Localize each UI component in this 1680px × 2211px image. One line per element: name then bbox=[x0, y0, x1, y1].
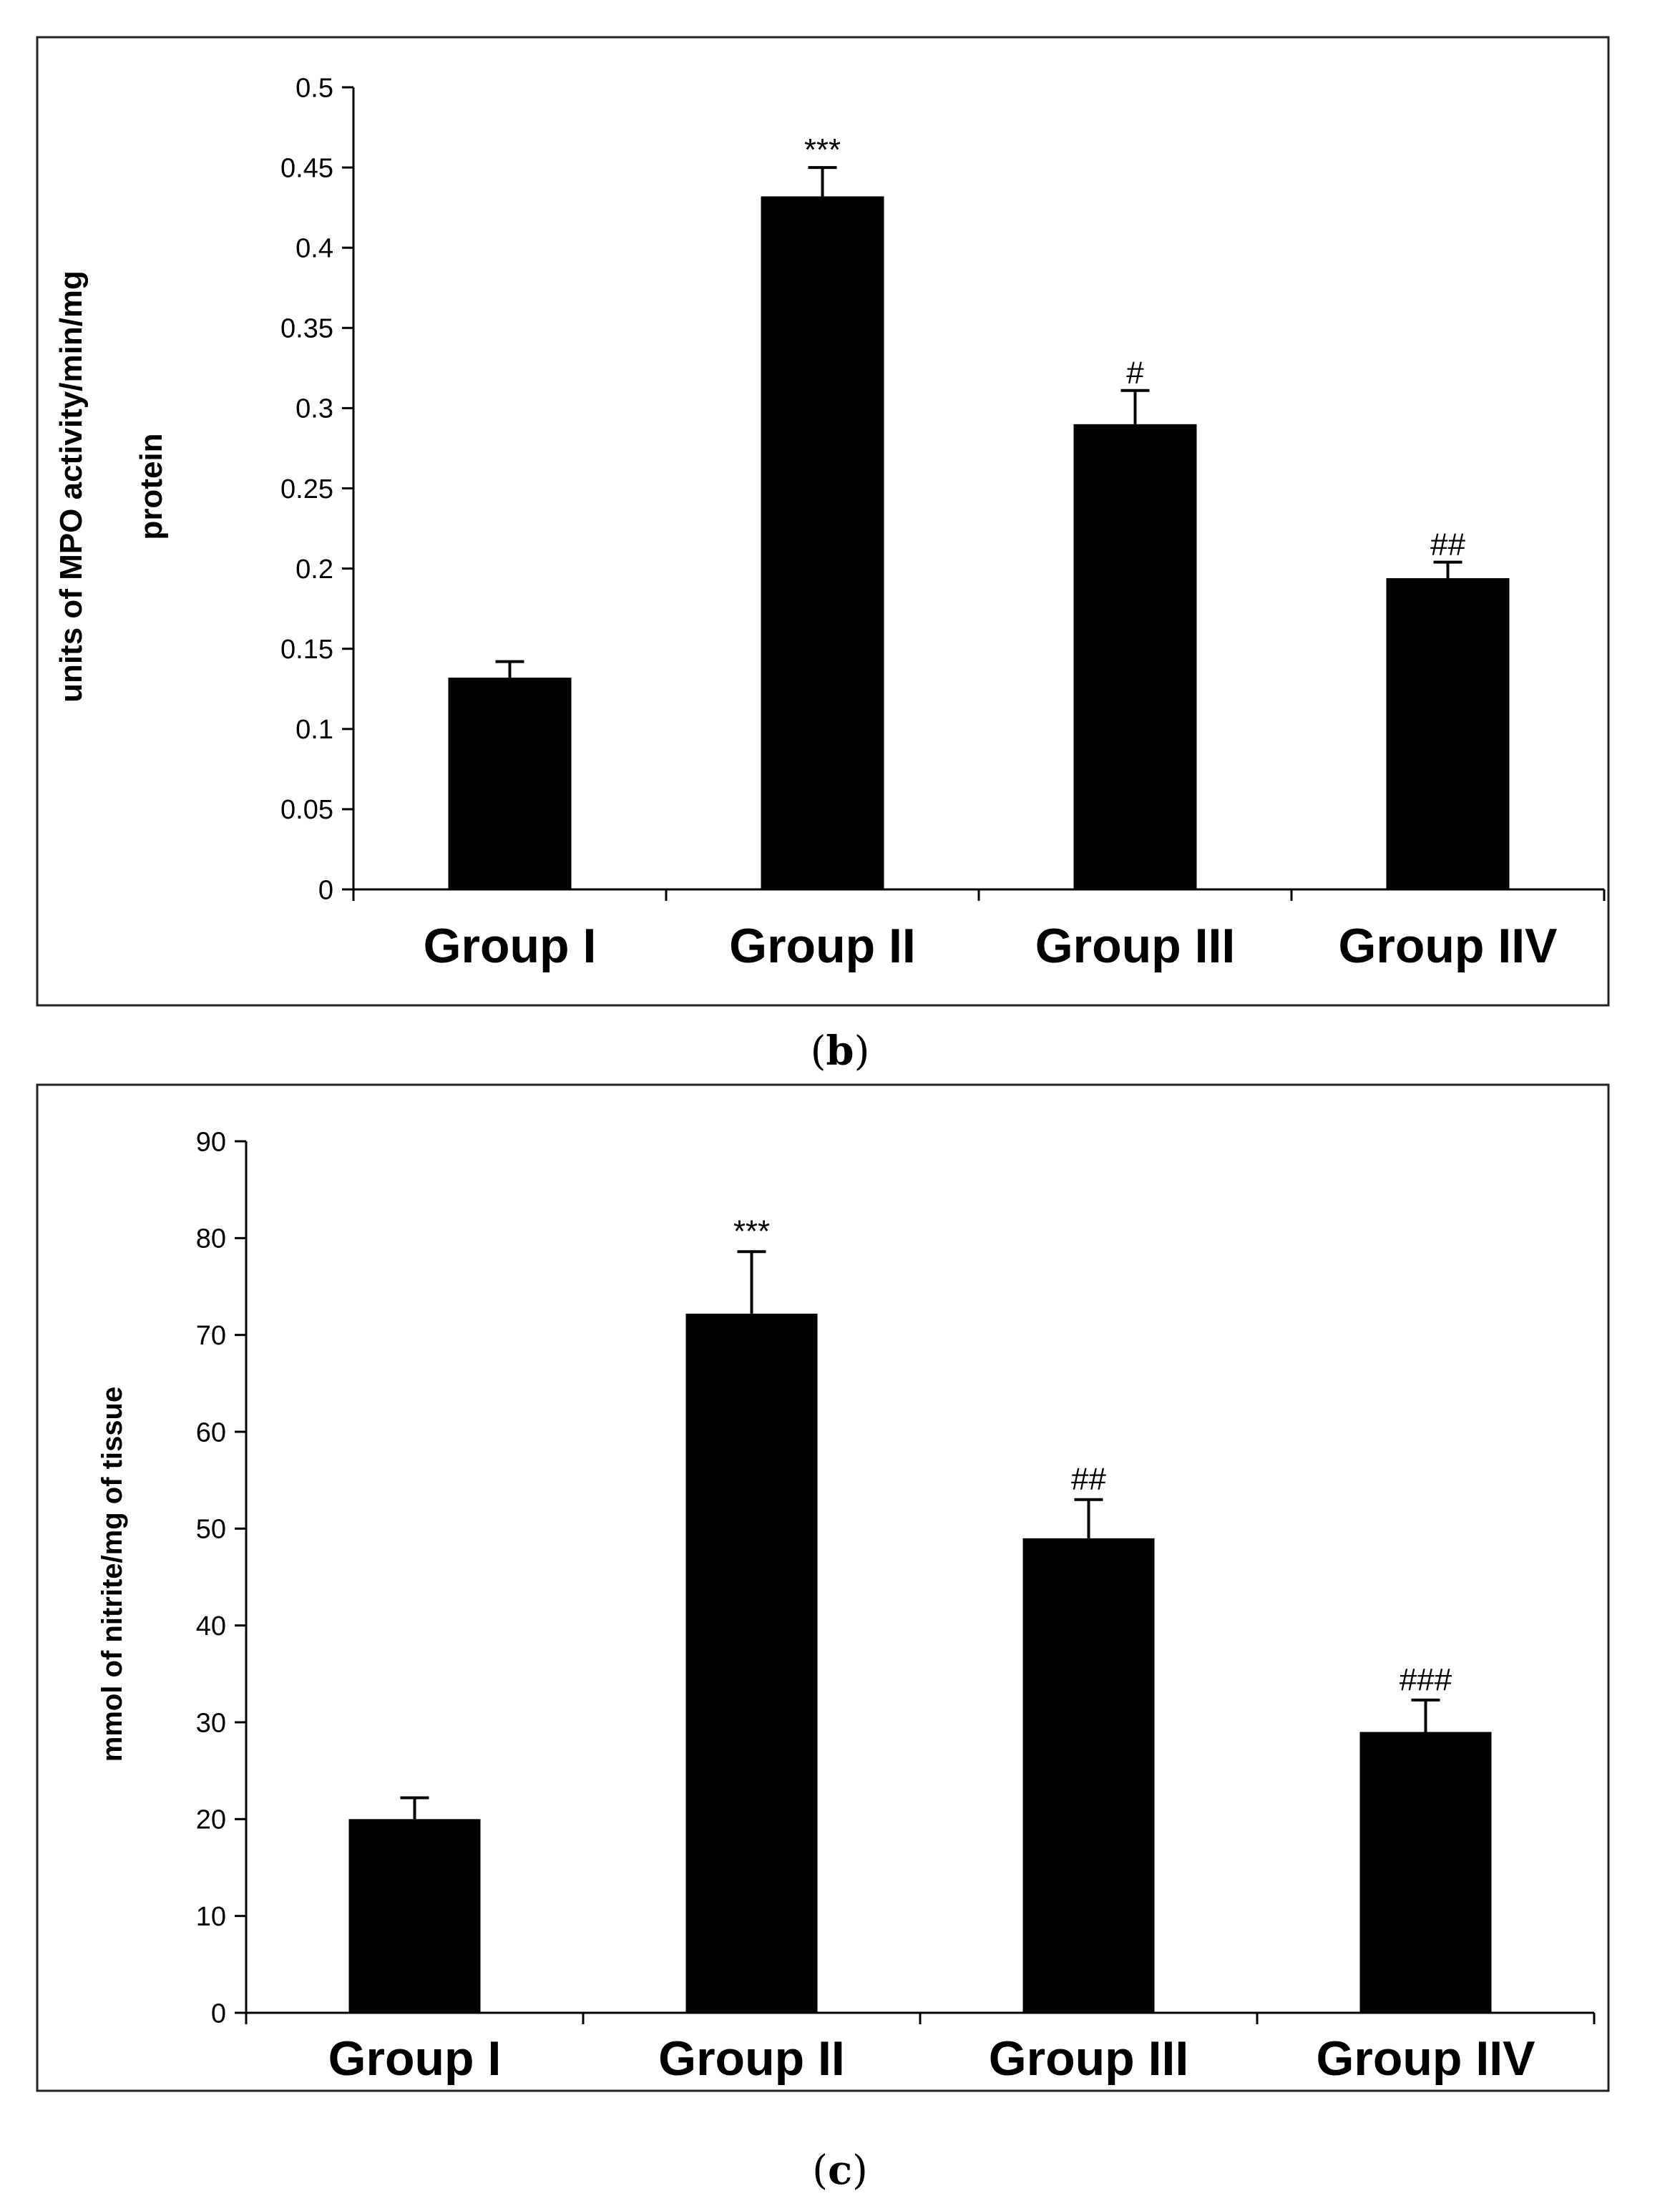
b-bar-4 bbox=[1386, 578, 1510, 889]
b-significance-label: *** bbox=[804, 132, 841, 167]
c-y-tick-label: 0 bbox=[211, 1998, 226, 2029]
b-bar-2 bbox=[761, 196, 884, 889]
c-significance-label: ### bbox=[1400, 1662, 1452, 1697]
b-bar-1 bbox=[448, 678, 572, 889]
c-y-tick-label: 30 bbox=[196, 1708, 226, 1738]
b-significance-label: # bbox=[1126, 356, 1144, 391]
c-category-label: Group III bbox=[989, 2031, 1189, 2086]
c-significance-label: *** bbox=[733, 1214, 770, 1249]
c-y-tick-label: 70 bbox=[196, 1321, 226, 1351]
c-bar-4 bbox=[1359, 1732, 1492, 2013]
panel-b-chart: 0 0.05 0.1 0.15 0.2 0.25 0.3 0.35 0.4 0.45 0.5 unit… bbox=[36, 36, 1610, 1007]
b-y-axis-label: protein bbox=[134, 433, 169, 540]
b-category-label: Group I bbox=[424, 919, 597, 973]
b-category-label: Group II bbox=[729, 919, 916, 973]
c-category-label: Group IIV bbox=[1317, 2031, 1535, 2086]
c-category-label: Group II bbox=[658, 2031, 845, 2086]
b-y-tick-label: 0.35 bbox=[280, 314, 333, 344]
b-y-axis-label: units of MPO activity/min/mg bbox=[54, 270, 89, 703]
c-y-axis-label: mmol of nitrite/mg of tissue bbox=[97, 1387, 128, 1762]
b-y-tick-label: 0.2 bbox=[296, 555, 333, 585]
c-y-tick-label: 10 bbox=[196, 1902, 226, 1932]
b-category-label: Group IIV bbox=[1339, 919, 1558, 973]
b-y-tick-label: 0.05 bbox=[280, 795, 333, 825]
c-y-tick-label: 50 bbox=[196, 1515, 226, 1545]
c-bar-2 bbox=[685, 1313, 818, 2013]
b-y-tick-label: 0.25 bbox=[280, 474, 333, 504]
c-category-label: Group I bbox=[328, 2031, 502, 2086]
panel-c-caption: (c) bbox=[812, 2147, 868, 2194]
b-y-tick-label: 0.15 bbox=[280, 635, 333, 665]
b-y-tick-label: 0.4 bbox=[296, 234, 333, 264]
b-y-tick-label: 0 bbox=[318, 875, 333, 905]
b-y-tick-label: 0.1 bbox=[296, 715, 333, 745]
c-significance-label: ## bbox=[1071, 1462, 1106, 1497]
b-category-label: Group III bbox=[1035, 919, 1236, 973]
b-y-tick-label: 0.5 bbox=[296, 73, 333, 103]
c-y-tick-label: 40 bbox=[196, 1611, 226, 1641]
c-y-tick-label: 80 bbox=[196, 1224, 226, 1254]
c-frame bbox=[36, 1083, 1610, 2092]
b-significance-label: ## bbox=[1430, 527, 1465, 562]
panel-b-caption: (b) bbox=[811, 1028, 870, 1075]
panel-c-chart: 0 10 20 30 40 50 60 70 80 90 mmol of nitrite/mg of… bbox=[36, 1083, 1610, 2092]
b-y-tick-label: 0.3 bbox=[296, 394, 333, 424]
b-frame bbox=[36, 36, 1610, 1007]
c-y-tick-label: 90 bbox=[196, 1127, 226, 1157]
c-y-tick-label: 60 bbox=[196, 1417, 226, 1448]
c-bar-3 bbox=[1022, 1538, 1155, 2013]
b-bar-3 bbox=[1073, 424, 1197, 889]
c-y-tick-label: 20 bbox=[196, 1805, 226, 1835]
b-y-tick-label: 0.45 bbox=[280, 153, 333, 183]
c-bar-1 bbox=[348, 1819, 481, 2013]
